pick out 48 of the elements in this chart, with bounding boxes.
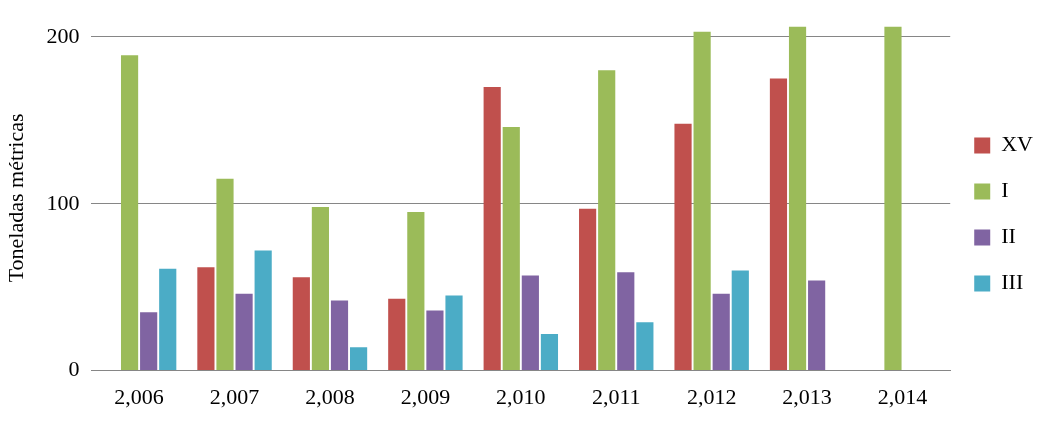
bar	[216, 178, 234, 371]
x-tick-label: 2,006	[114, 383, 164, 409]
bar	[350, 347, 368, 371]
bar	[140, 312, 158, 371]
legend-label: I	[1001, 177, 1009, 203]
legend-label: II	[1001, 223, 1016, 249]
x-tick-label: 2,010	[496, 383, 546, 409]
legend-label: III	[1001, 269, 1024, 295]
bar	[808, 280, 826, 371]
bar	[292, 277, 310, 371]
bar	[884, 26, 902, 371]
bar	[674, 123, 692, 371]
x-tick-label: 2,011	[591, 383, 641, 409]
bar	[521, 275, 539, 371]
bar	[579, 208, 597, 371]
bar	[197, 267, 215, 371]
y-axis-title: Toneladas métricas	[2, 113, 28, 283]
x-tick-label: 2,012	[686, 383, 737, 409]
y-tick-label: 200	[46, 22, 80, 48]
bar	[159, 268, 177, 371]
x-tick-label: 2,008	[305, 383, 355, 409]
y-tick-label: 100	[46, 189, 80, 215]
bar	[636, 322, 654, 371]
bar	[311, 207, 330, 371]
legend-label: XV	[1001, 131, 1034, 157]
bar	[426, 310, 444, 371]
bar	[693, 31, 711, 371]
bar	[731, 270, 749, 371]
bar	[235, 293, 253, 371]
bar	[617, 272, 635, 371]
bar	[483, 86, 501, 371]
bar	[540, 333, 559, 371]
bar	[407, 212, 425, 371]
bar	[120, 55, 139, 371]
bar	[712, 293, 730, 371]
x-tick-label: 2,007	[209, 383, 260, 409]
bar	[254, 250, 272, 371]
bar	[388, 298, 406, 371]
bar	[502, 126, 520, 371]
x-tick-label: 2,009	[400, 383, 451, 409]
bar	[330, 300, 349, 371]
bar	[445, 295, 463, 371]
bar	[598, 70, 616, 371]
bar	[769, 78, 788, 371]
x-tick-label: 2,014	[877, 383, 928, 409]
x-tick-label: 2,013	[782, 383, 832, 409]
y-tick-label: 0	[68, 356, 80, 382]
bar	[788, 26, 807, 371]
